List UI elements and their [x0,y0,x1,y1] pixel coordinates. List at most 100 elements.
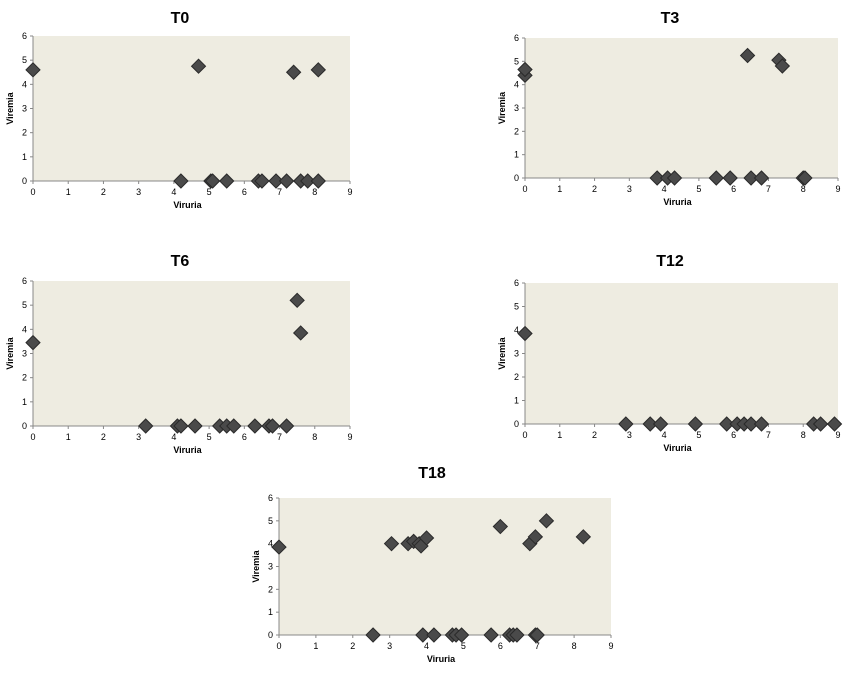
x-tick-label: 5 [461,641,466,651]
x-tick-label: 5 [207,187,212,197]
x-tick-label: 9 [608,641,613,651]
y-tick-label: 0 [514,173,519,183]
y-tick-label: 1 [514,150,519,160]
data-point [271,539,287,555]
data-point [310,173,327,189]
data-point [797,170,813,186]
data-point [618,416,634,432]
chart-t12: T12 0 1 2 3 4 5 6 0 1 2 3 4 5 6 7 8 9 Viruria Viremia [490,243,851,458]
y-tick-label: 0 [514,419,519,429]
x-tick-label: 7 [277,187,282,197]
chart-t0-svg: T0 0 1 2 3 4 5 6 0 1 2 3 4 5 6 7 8 9 Viruria Viremia [5,10,353,210]
y-axis-label: Viremia [5,91,15,124]
data-point [774,58,791,74]
y-tick-label: 5 [22,55,27,65]
y-tick-label: 1 [22,152,27,162]
y-tick-label: 0 [268,630,273,640]
data-point [642,416,658,432]
chart-t6-svg: T6 0 1 2 3 4 5 6 0 1 2 3 4 5 6 7 8 9 Viruria Viremia [5,253,353,455]
data-point [517,61,533,78]
y-tick-label: 6 [22,276,27,286]
x-tick-label: 2 [592,184,597,194]
y-tick-label: 4 [22,79,27,89]
x-tick-label: 4 [424,641,429,651]
plot-area [33,36,350,181]
x-tick-label: 6 [242,432,247,442]
data-point [538,513,555,529]
data-point [666,170,683,186]
data-point [575,529,592,545]
chart-t18-svg: T18 0 1 2 3 4 5 6 0 1 2 3 4 5 6 7 8 9 Viruria Viremia [251,465,614,664]
x-tick-label: 9 [347,187,352,197]
data-point [743,416,759,432]
data-point [426,627,442,643]
data-point [529,627,545,643]
x-tick-label: 3 [136,187,141,197]
data-point [187,418,203,434]
chart-title: T18 [418,465,446,482]
chart-t12-svg: T12 0 1 2 3 4 5 6 0 1 2 3 4 5 6 7 8 9 Viruria Viremia [497,253,843,453]
x-tick-label: 2 [350,641,355,651]
data-point [383,535,400,552]
y-tick-label: 5 [514,302,519,312]
data-point [173,418,189,434]
x-tick-label: 4 [662,430,667,440]
y-tick-label: 3 [268,562,273,572]
x-tick-label: 5 [696,184,701,194]
x-tick-label: 9 [835,430,840,440]
x-tick-label: 2 [101,432,106,442]
data-point [517,325,533,342]
x-tick-label: 7 [535,641,540,651]
x-axis-label: Viruria [173,200,202,210]
x-tick-label: 1 [66,432,71,442]
x-tick-label: 3 [627,184,632,194]
y-tick-label: 1 [22,397,27,407]
data-point [173,173,189,189]
x-tick-label: 1 [66,187,71,197]
data-point [722,170,738,186]
x-tick-label: 6 [731,430,736,440]
data-point [289,292,305,309]
x-axis-label: Viruria [663,443,692,453]
y-tick-label: 2 [514,126,519,136]
x-tick-label: 0 [522,430,527,440]
y-tick-label: 2 [22,373,27,383]
data-point [687,416,704,432]
x-tick-label: 6 [731,184,736,194]
x-tick-label: 7 [766,430,771,440]
y-tick-label: 4 [514,325,519,335]
x-tick-label: 0 [30,187,35,197]
x-tick-label: 6 [498,641,503,651]
x-tick-label: 1 [557,184,562,194]
data-point [753,170,770,186]
chart-t6: T6 0 1 2 3 4 5 6 0 1 2 3 4 5 6 7 8 9 Viruria Viremia [0,243,360,458]
x-tick-label: 8 [801,430,806,440]
x-tick-label: 0 [522,184,527,194]
x-tick-label: 5 [696,430,701,440]
chart-t3-svg: T3 0 1 2 3 4 5 6 0 1 2 3 4 5 6 7 8 9 Viruria Viremia [497,10,841,207]
chart-title: T3 [661,10,680,27]
data-point [743,170,759,186]
y-tick-label: 6 [268,493,273,503]
x-tick-label: 8 [312,187,317,197]
data-point [310,62,327,78]
data-point [739,47,756,64]
y-tick-label: 5 [268,516,273,526]
data-point [753,416,770,432]
data-point [25,62,41,78]
x-tick-label: 4 [171,432,176,442]
data-point [254,173,270,189]
x-tick-label: 8 [572,641,577,651]
y-tick-label: 0 [22,421,27,431]
y-tick-label: 3 [22,104,27,114]
x-tick-label: 2 [101,187,106,197]
x-tick-label: 3 [627,430,632,440]
x-tick-label: 0 [30,432,35,442]
x-tick-label: 4 [662,184,667,194]
data-point [25,334,41,351]
data-point [418,530,435,546]
x-tick-label: 5 [207,432,212,442]
data-point [264,418,281,434]
y-tick-label: 2 [514,372,519,382]
data-point [204,173,221,189]
